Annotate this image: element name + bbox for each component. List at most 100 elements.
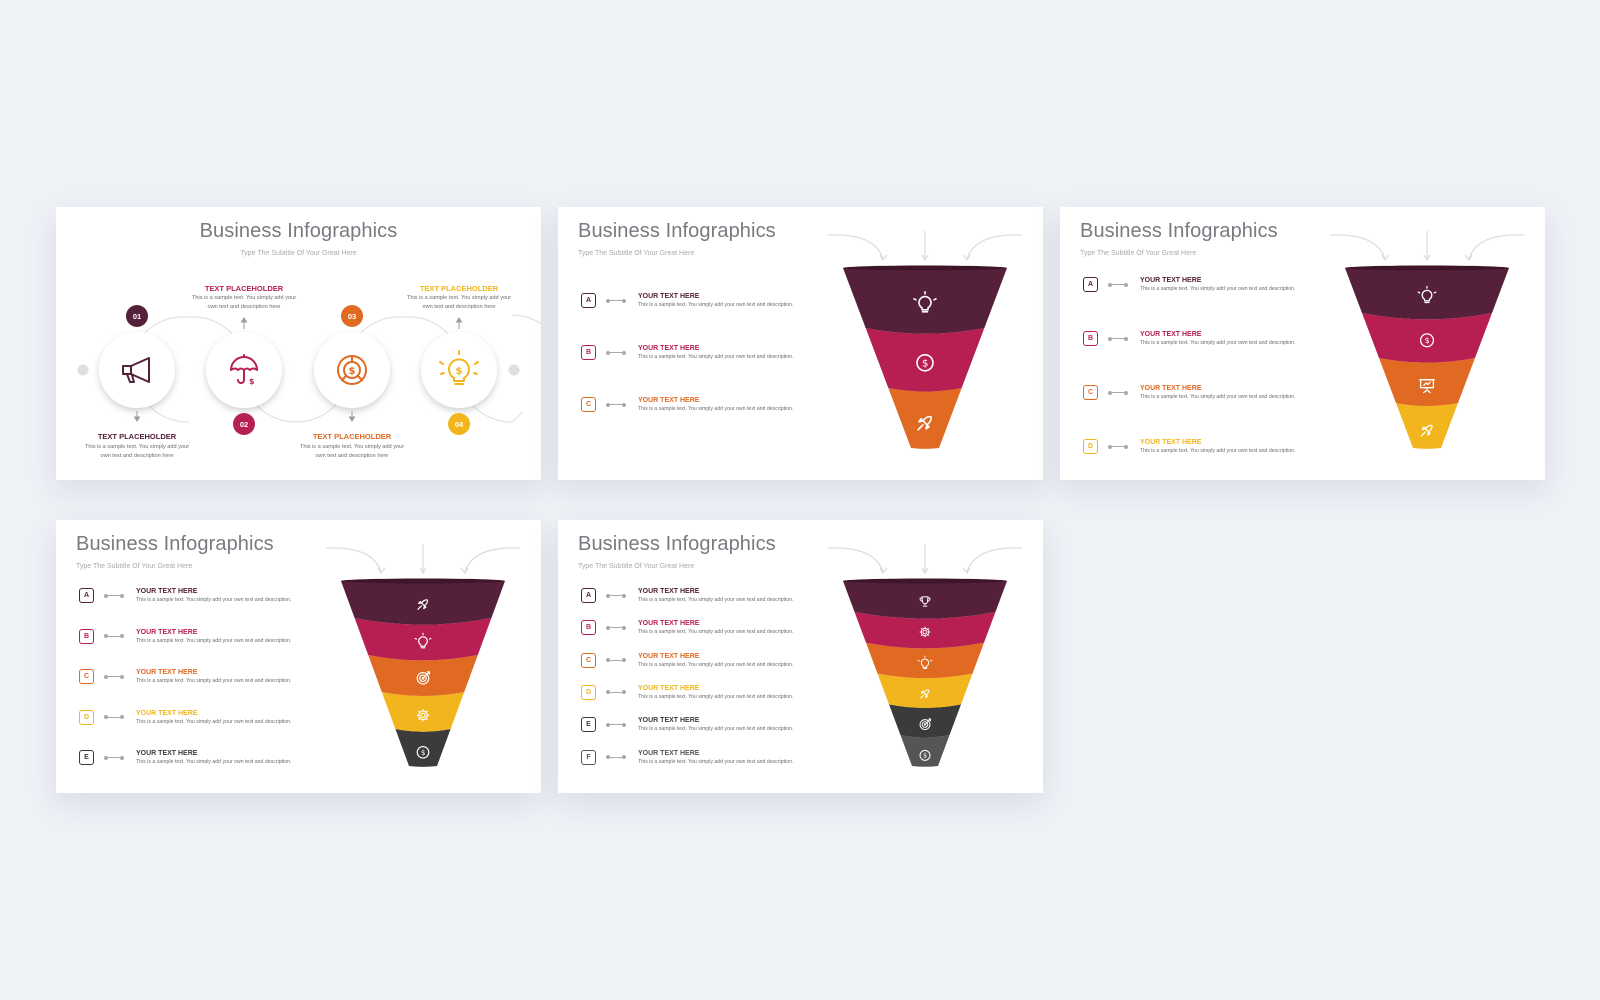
connector-arc	[511, 314, 541, 325]
step-circle	[99, 332, 175, 408]
rocket-icon	[417, 599, 429, 610]
dot-connector	[606, 658, 626, 663]
step-desc: This is a sample text. You simply add yo…	[299, 444, 405, 459]
dot-connector	[606, 402, 626, 407]
rocket-icon	[917, 415, 932, 431]
funnel-segment-3	[866, 642, 984, 679]
dot-connector	[104, 593, 124, 598]
gear-icon	[919, 626, 931, 638]
dot-connector	[606, 755, 626, 759]
incoming-arrows	[827, 544, 1023, 575]
letter-badge: D	[581, 684, 596, 700]
presentation-icon	[1419, 379, 1435, 394]
rocket-icon	[1420, 424, 1433, 437]
step-number-text: 03	[348, 312, 356, 321]
letter-badge: A	[581, 293, 596, 308]
connector-arc	[133, 316, 243, 350]
item-title: YOUR TEXT HERE	[638, 652, 700, 660]
dot-connector	[606, 298, 626, 303]
funnel-graphic: $	[827, 544, 1023, 767]
slide-title: Business Infographics	[1080, 220, 1278, 242]
item-desc: This is a sample text. You simply add yo…	[638, 758, 794, 765]
funnel-rim	[341, 578, 505, 584]
slide-funnel-4[interactable]: $ Business Infographics Type The Subtitl…	[1060, 207, 1545, 480]
item-desc: This is a sample text. You simply add yo…	[638, 354, 794, 360]
item-title: YOUR TEXT HERE	[638, 293, 700, 300]
dot-connector	[606, 690, 626, 695]
lightbulb-icon	[414, 632, 432, 649]
item-title: YOUR TEXT HERE	[1140, 439, 1202, 446]
trophy-icon	[919, 596, 931, 607]
arrow-connector	[133, 317, 463, 422]
step-title: TEXT PLACEHOLDER	[312, 432, 392, 441]
rocket-icon	[920, 689, 930, 699]
dot-connector	[606, 625, 626, 630]
slide-title: Business Infographics	[578, 533, 776, 555]
incoming-arrows	[325, 544, 521, 575]
funnel-segment-2	[354, 618, 492, 661]
dot-connector	[104, 715, 124, 719]
gear-icon	[416, 708, 430, 722]
funnel-segment-6	[900, 735, 950, 767]
item-title: YOUR TEXT HERE	[136, 669, 198, 676]
svg-text:$: $	[923, 753, 927, 760]
letter-badge: E	[79, 750, 94, 765]
letter-badge: B	[79, 628, 94, 644]
slide-title: Business Infographics	[578, 220, 776, 242]
item-title: YOUR TEXT HERE	[638, 684, 700, 692]
svg-text:$: $	[421, 748, 426, 757]
svg-text:$: $	[1425, 336, 1430, 345]
item-title: YOUR TEXT HERE	[638, 397, 700, 404]
lightbulb-icon	[917, 655, 933, 669]
dollar-icon: $	[416, 745, 430, 759]
funnel-graphic: $	[325, 544, 521, 767]
umbrella-dollar-icon: $	[230, 354, 258, 386]
item-desc: This is a sample text. You simply add yo…	[136, 637, 292, 644]
item-desc: This is a sample text. You simply add yo…	[136, 718, 292, 725]
process-graphic: $ $ $ 01 02 03 04	[77, 305, 541, 435]
funnel-segment-5	[395, 729, 451, 767]
slide-subtitle: Type The Subtitle Of Your Great Here	[578, 563, 695, 570]
slide-process-circles[interactable]: Business Infographics Type The Subtitle …	[56, 207, 541, 480]
letter-badge: A	[581, 588, 596, 603]
dot-connector	[1108, 282, 1128, 287]
step-number-text: 01	[133, 312, 141, 321]
item-desc: This is a sample text. You simply add yo…	[1140, 286, 1296, 292]
item-desc: This is a sample text. You simply add yo…	[136, 597, 292, 603]
slide-funnel-3[interactable]: $ Business Infographics Type The Subtitl…	[558, 207, 1043, 480]
slide-funnel-5[interactable]: $ Business Infographics Type The Subtitl…	[56, 520, 541, 793]
incoming-arrows	[1329, 231, 1525, 262]
step-number-text: 02	[240, 420, 248, 429]
step-desc: This is a sample text. You simply add yo…	[406, 295, 512, 310]
item-desc: This is a sample text. You simply add yo…	[638, 726, 794, 733]
item-title: YOUR TEXT HERE	[638, 620, 700, 628]
item-desc: This is a sample text. You simply add yo…	[136, 678, 292, 684]
funnel-segment-2	[1362, 313, 1492, 363]
step-title: TEXT PLACEHOLDER	[204, 284, 284, 293]
step-number-text: 04	[455, 420, 464, 429]
letter-badge: C	[581, 652, 596, 668]
item-title: YOUR TEXT HERE	[638, 588, 700, 595]
funnel-segment-3	[1379, 358, 1475, 407]
item-desc: This is a sample text. You simply add yo…	[638, 629, 794, 636]
letter-badge: C	[1083, 385, 1098, 400]
item-title: YOUR TEXT HERE	[1140, 331, 1202, 338]
letter-badge: C	[79, 669, 94, 684]
item-desc: This is a sample text. You simply add yo…	[638, 597, 794, 603]
funnel-segment-1	[843, 581, 1007, 619]
letter-badge: F	[581, 749, 596, 765]
step-number-badge	[126, 305, 148, 327]
item-title: YOUR TEXT HERE	[136, 588, 198, 595]
letter-badge: A	[79, 588, 94, 603]
item-desc: This is a sample text. You simply add yo…	[638, 661, 794, 668]
slide-funnel-6[interactable]: $ Business Infographics Type The Subtitl…	[558, 520, 1043, 793]
item-desc: This is a sample text. You simply add yo…	[638, 302, 794, 308]
dot-connector	[606, 350, 626, 355]
svg-text:$: $	[922, 358, 928, 369]
step-desc: This is a sample text. You simply add yo…	[191, 295, 297, 310]
lightbulb-dollar-icon: $	[439, 350, 479, 385]
funnel-rim	[1345, 265, 1509, 271]
item-title: YOUR TEXT HERE	[638, 749, 700, 757]
svg-text:$: $	[456, 366, 463, 377]
funnel-segment-1	[843, 268, 1007, 334]
